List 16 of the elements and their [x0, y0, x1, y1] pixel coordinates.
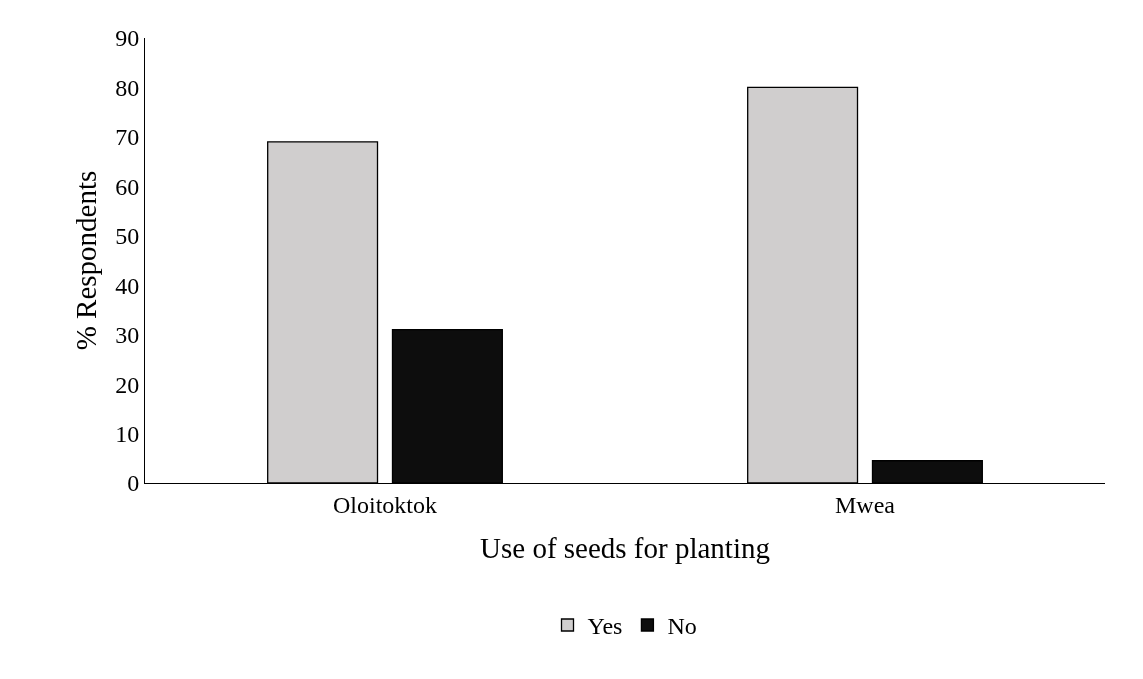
x-axis-title: Use of seeds for planting — [480, 531, 770, 564]
y-tick-label: 80 — [115, 74, 140, 101]
y-axis-title: % Respondents — [69, 170, 102, 351]
y-tick-label: 10 — [115, 420, 140, 447]
y-tick-label: 50 — [115, 223, 140, 250]
y-tick-label: 30 — [115, 322, 140, 349]
y-tick-label: 60 — [115, 173, 140, 200]
y-tick-label: 20 — [115, 371, 140, 398]
legend-label: No — [667, 613, 697, 640]
x-tick-label: Oloitoktok — [332, 491, 438, 518]
legend-label: Yes — [587, 613, 623, 640]
x-tick-label: Mwea — [835, 491, 896, 518]
y-tick-label: 70 — [115, 124, 140, 151]
y-tick-label: 0 — [127, 470, 140, 497]
y-tick-label: 40 — [115, 272, 140, 299]
y-tick-label: 90 — [115, 25, 140, 52]
